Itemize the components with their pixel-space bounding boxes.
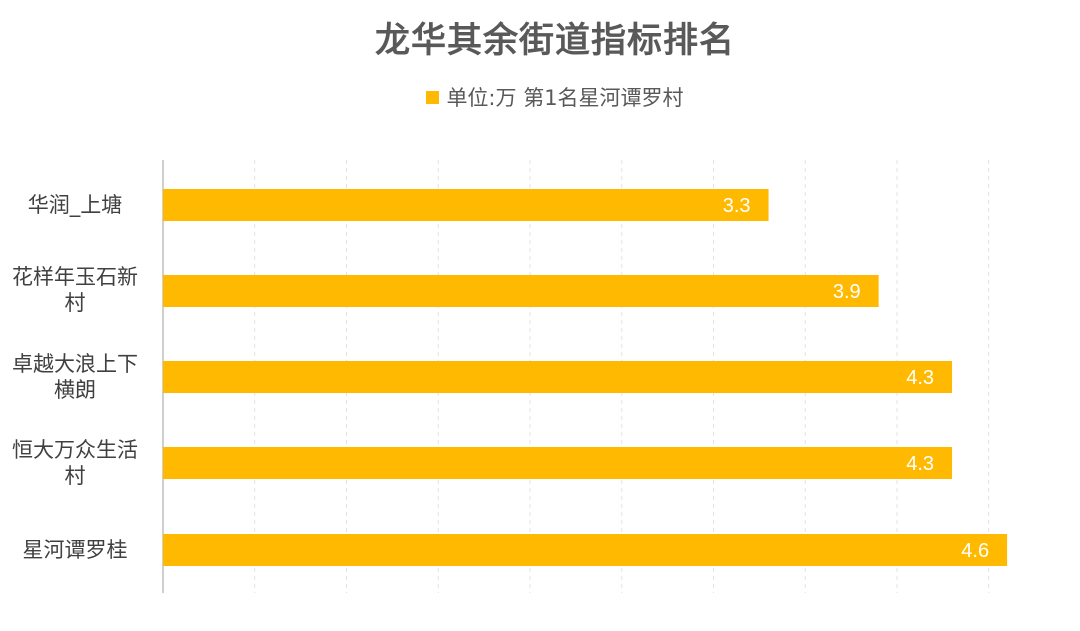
data-label: 4.3	[906, 367, 934, 389]
bar	[163, 361, 953, 393]
data-label: 3.9	[833, 281, 861, 303]
legend-label: 单位:万 第1名星河谭罗村	[446, 86, 684, 110]
category-label: 花样年玉石新村	[12, 265, 138, 315]
legend-swatch	[426, 90, 440, 104]
data-label: 4.6	[961, 540, 989, 562]
category-label: 华润_上塘	[27, 193, 123, 217]
bar	[163, 534, 1008, 566]
category-label: 星河谭罗桂	[22, 538, 128, 562]
data-label: 4.3	[906, 453, 934, 475]
bar	[163, 447, 953, 479]
bar	[163, 275, 879, 307]
legend: 单位:万 第1名星河谭罗村	[0, 82, 1080, 112]
category-label: 恒大万众生活村	[12, 438, 138, 488]
data-label: 3.3	[723, 195, 751, 217]
chart-title: 龙华其余街道指标排名	[374, 21, 735, 61]
category-label: 卓越大浪上下横朗	[12, 352, 138, 402]
bar	[163, 189, 769, 221]
